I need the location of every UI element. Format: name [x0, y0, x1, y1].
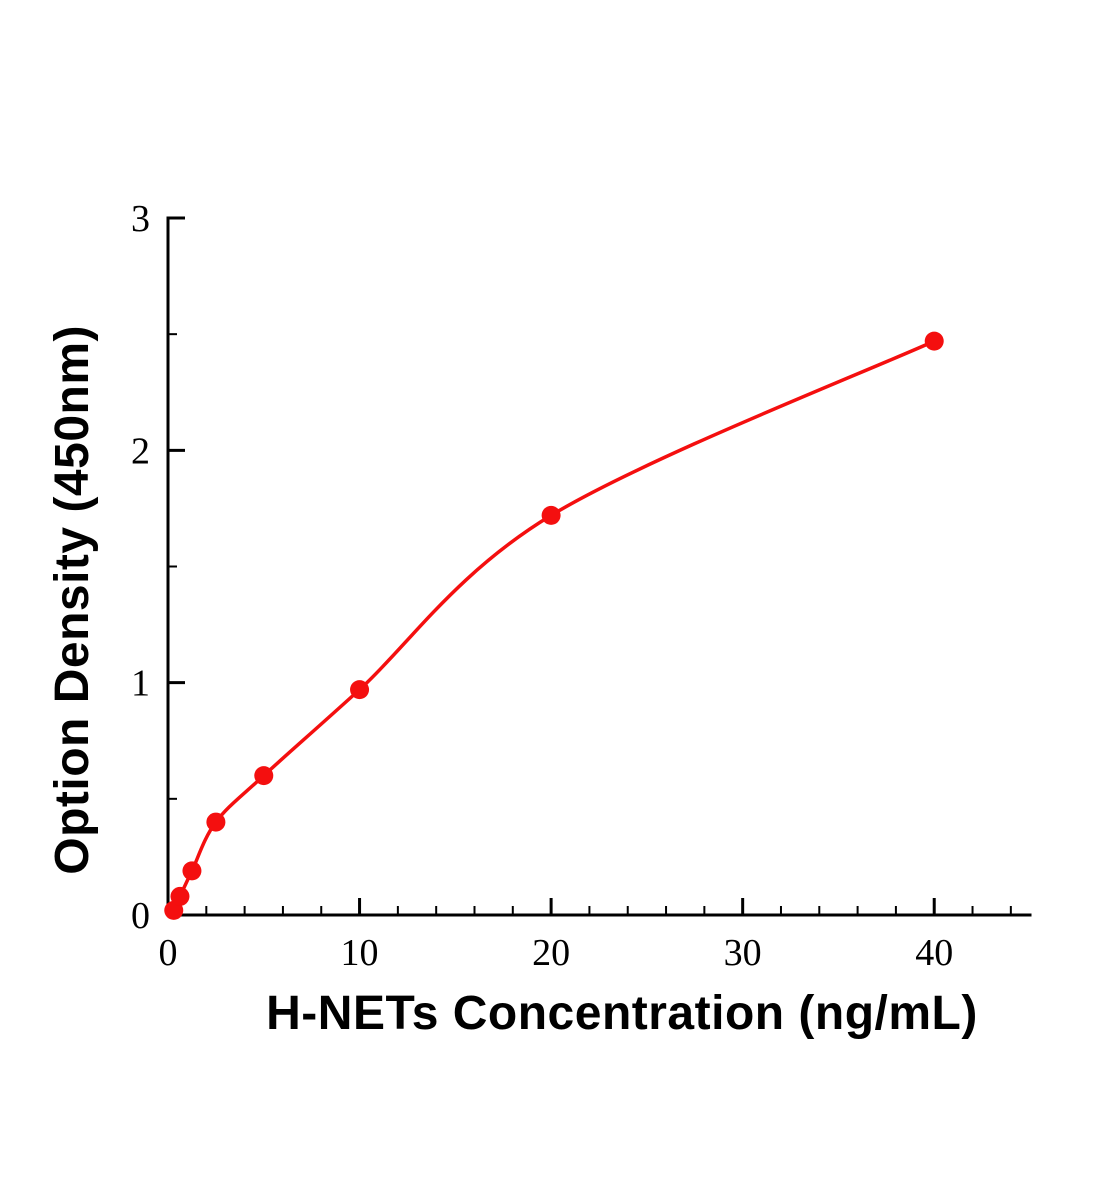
data-point: [170, 886, 190, 906]
fit-curve: [171, 339, 936, 913]
data-point: [182, 861, 202, 881]
x-tick-label: 40: [915, 932, 953, 974]
axis-spines: [166, 216, 1032, 917]
data-point: [541, 505, 561, 525]
y-tick-label: 2: [131, 430, 150, 472]
data-point: [350, 680, 370, 700]
y-tick-label: 1: [131, 663, 150, 705]
y-tick-label: 0: [131, 895, 150, 937]
x-tick-label: 0: [159, 932, 178, 974]
data-point: [924, 331, 944, 351]
x-tick-label: 10: [341, 932, 379, 974]
data-point: [254, 766, 274, 786]
x-tick-label: 30: [724, 932, 762, 974]
data-point: [206, 812, 226, 832]
x-tick-label: 20: [532, 932, 570, 974]
y-tick-label: 3: [131, 198, 150, 240]
